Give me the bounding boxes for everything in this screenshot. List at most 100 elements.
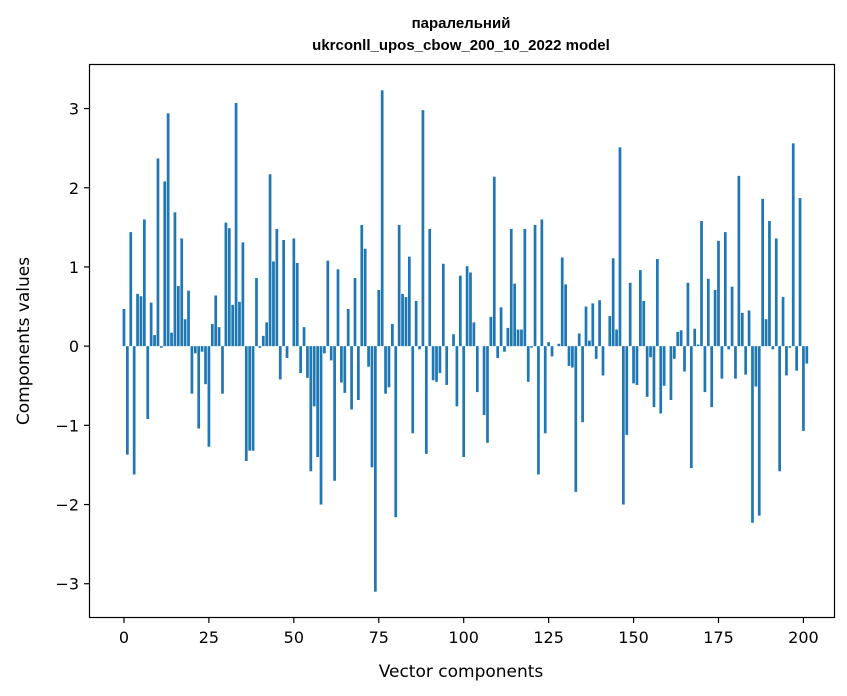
x-tick-label: 75 — [369, 628, 389, 647]
bar-185 — [751, 346, 754, 523]
bar-71 — [363, 248, 367, 347]
bar-40 — [258, 346, 262, 348]
bar-128 — [557, 343, 561, 347]
bar-15 — [173, 212, 177, 347]
bar-186 — [754, 346, 758, 387]
bar-146 — [618, 147, 622, 347]
bar-19 — [187, 290, 190, 347]
bar-27 — [214, 295, 218, 347]
bar-120 — [530, 346, 533, 348]
bar-134 — [577, 333, 581, 347]
bar-72 — [367, 346, 370, 367]
bar-187 — [757, 346, 761, 516]
bar-161 — [669, 346, 673, 400]
bar-66 — [346, 308, 350, 347]
bar-58 — [319, 346, 323, 505]
bar-178 — [727, 346, 731, 350]
bar-56 — [312, 346, 316, 407]
bar-124 — [543, 346, 547, 434]
bar-75 — [377, 289, 381, 347]
bar-193 — [778, 346, 781, 472]
bar-111 — [499, 307, 503, 347]
bar-21 — [193, 346, 197, 354]
bar-93 — [438, 346, 442, 374]
bar-101 — [465, 266, 469, 347]
bar-172 — [706, 278, 710, 347]
bar-38 — [251, 346, 255, 451]
bar-67 — [350, 346, 353, 410]
bar-80 — [394, 346, 398, 518]
bar-60 — [326, 260, 330, 347]
bar-108 — [489, 316, 493, 347]
bar-143 — [608, 316, 612, 347]
x-tick-label: 25 — [199, 628, 219, 647]
bars-group — [122, 90, 809, 592]
bar-109 — [492, 176, 496, 347]
bar-68 — [353, 278, 357, 347]
bar-69 — [357, 346, 360, 400]
bar-57 — [316, 346, 319, 458]
bar-156 — [652, 346, 656, 408]
bar-194 — [781, 297, 785, 347]
bar-33 — [234, 103, 238, 347]
bar-106 — [482, 346, 486, 416]
bar-184 — [747, 310, 751, 347]
bar-144 — [611, 258, 615, 347]
bar-99 — [458, 275, 462, 347]
bar-46 — [278, 346, 282, 380]
bar-162 — [672, 346, 676, 359]
bar-52 — [299, 346, 302, 374]
bar-4 — [136, 293, 139, 347]
bar-181 — [737, 175, 741, 347]
bar-137 — [588, 340, 591, 347]
bar-62 — [333, 346, 336, 481]
bar-5 — [139, 296, 143, 347]
bar-131 — [567, 346, 571, 366]
bar-166 — [686, 282, 690, 347]
bar-3 — [132, 346, 136, 475]
bar-0 — [122, 308, 126, 347]
bar-130 — [564, 284, 567, 347]
bar-55 — [309, 346, 313, 472]
bar-158 — [659, 346, 663, 414]
bar-81 — [397, 224, 401, 347]
plot-frame — [88, 63, 836, 619]
bar-195 — [785, 346, 788, 376]
bar-91 — [431, 346, 435, 381]
bar-150 — [632, 346, 635, 384]
bar-73 — [370, 346, 374, 468]
x-axis-ticks: 0 25 50 75 100 125 150 175 200 — [119, 617, 819, 647]
bar-170 — [700, 221, 703, 347]
bar-85 — [411, 346, 415, 434]
bar-11 — [159, 346, 163, 348]
bar-97 — [452, 334, 455, 347]
bar-129 — [560, 257, 564, 347]
bar-188 — [761, 198, 765, 347]
bar-70 — [360, 224, 364, 347]
bar-164 — [679, 330, 683, 347]
chart-title-line-2: ukrconll_upos_cbow_200_10_2022 model — [312, 37, 610, 54]
bar-123 — [540, 219, 544, 347]
bar-44 — [272, 261, 275, 347]
bar-135 — [581, 346, 584, 423]
bar-139 — [594, 346, 598, 359]
bar-50 — [292, 238, 296, 347]
bar-65 — [343, 346, 347, 393]
bar-9 — [153, 335, 156, 347]
bar-114 — [509, 228, 513, 347]
bar-42 — [265, 322, 269, 347]
bar-180 — [734, 346, 737, 379]
bar-64 — [340, 346, 343, 383]
bar-121 — [533, 224, 537, 347]
x-tick-label: 175 — [703, 628, 734, 647]
bar-151 — [635, 346, 639, 385]
bar-149 — [628, 282, 632, 347]
bar-59 — [323, 346, 326, 354]
bar-61 — [329, 346, 333, 361]
bar-192 — [774, 238, 778, 347]
x-tick-label: 125 — [533, 628, 564, 647]
bar-140 — [598, 300, 601, 347]
bar-87 — [418, 346, 421, 350]
bar-200 — [802, 346, 805, 431]
